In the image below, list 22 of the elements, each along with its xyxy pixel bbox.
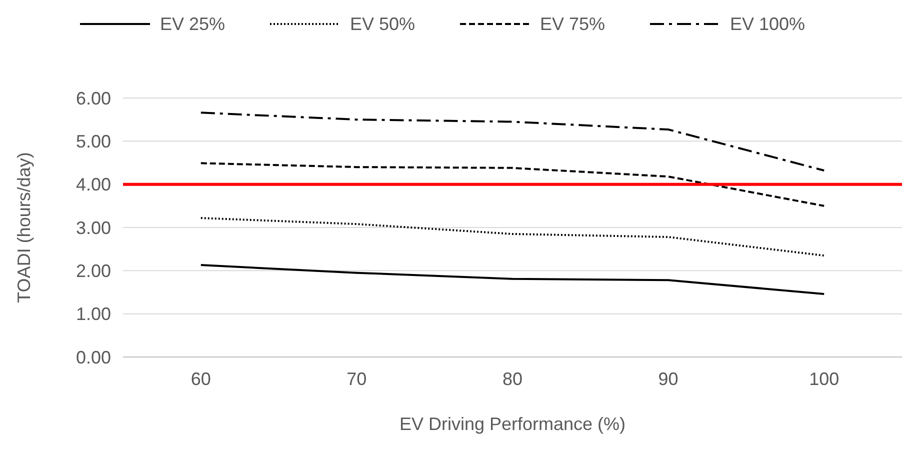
- x-tick-label: 100: [809, 369, 840, 389]
- x-tick-label: 90: [658, 369, 678, 389]
- line-series: [200, 162, 826, 207]
- line-series: [200, 217, 826, 257]
- y-tick-label: 0.00: [76, 347, 111, 368]
- x-axis-title: EV Driving Performance (%): [399, 414, 626, 434]
- legend-label: EV 50%: [350, 14, 416, 34]
- y-tick-label: 6.00: [76, 88, 111, 108]
- legend-label: EV 75%: [540, 14, 606, 34]
- legend-label: EV 100%: [730, 14, 806, 34]
- x-tick-label: 70: [346, 369, 367, 389]
- y-tick-label: 2.00: [76, 260, 111, 281]
- line-series: [200, 264, 826, 295]
- legend-label: EV 25%: [160, 14, 226, 34]
- line-series: [200, 112, 826, 172]
- y-axis-title: TOADI (hours/day): [14, 152, 34, 303]
- x-tick-label: 80: [502, 369, 523, 389]
- y-tick-label: 4.00: [76, 174, 111, 195]
- y-tick-label: 1.00: [76, 304, 111, 324]
- y-tick-label: 3.00: [76, 218, 111, 238]
- x-tick-label: 60: [190, 369, 211, 389]
- y-tick-label: 5.00: [76, 131, 111, 152]
